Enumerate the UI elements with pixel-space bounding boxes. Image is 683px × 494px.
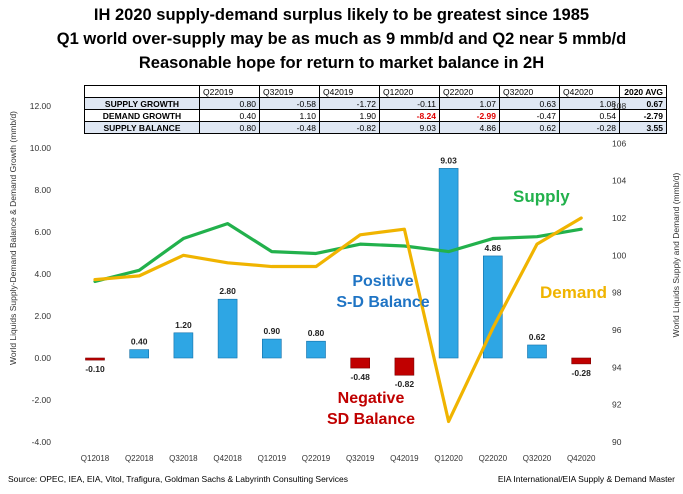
x-tick-label: Q42018 [213, 454, 242, 463]
table-cell: 9.03 [379, 121, 440, 134]
left-tick-label: -2.00 [32, 395, 52, 405]
bar-value-label: 0.80 [308, 328, 325, 338]
bar-value-label: 0.40 [131, 337, 148, 347]
balance-bars [85, 168, 592, 376]
x-tick-label: Q32020 [523, 454, 552, 463]
right-tick-label: 96 [612, 325, 622, 335]
x-axis-ticks: Q12018 Q22018 Q32018 Q42018 Q12019 Q22019 Q320… [81, 454, 596, 463]
left-tick-label: 8.00 [34, 185, 51, 195]
chart-title-line-3: Reasonable hope for return to market bal… [138, 54, 545, 72]
right-tick-label: 108 [612, 101, 626, 111]
table-row-supply-balance: SUPPLY BALANCE 0.80 -0.48 -0.82 9.03 4.8… [84, 121, 667, 134]
source-footnote: Source: OPEC, IEA, EIA, Vitol, Trafigura… [8, 474, 348, 484]
table-cell-avg: 3.55 [619, 121, 667, 134]
table-cell: -0.28 [559, 121, 620, 134]
x-tick-label: Q42019 [390, 454, 419, 463]
positive-balance-annotation: Positive S-D Balance [318, 271, 448, 313]
right-axis-ticks: 90 92 94 96 98 100 102 104 106 108 [612, 101, 626, 447]
bar-value-labels: -0.10 0.40 1.20 2.80 0.90 0.80 -0.48 -0.82 9.03 4… [85, 155, 591, 389]
right-tick-label: 90 [612, 437, 622, 447]
table-cell: 0.62 [499, 121, 560, 134]
supply-annotation: Supply [513, 187, 570, 206]
positive-annotation-line-2: S-D Balance [336, 294, 430, 311]
balance-bar [306, 340, 326, 359]
x-tick-label: Q22020 [479, 454, 508, 463]
left-tick-label: 10.00 [30, 143, 52, 153]
left-tick-label: 2.00 [34, 311, 51, 321]
chart-title-line-1: IH 2020 supply-demand surplus likely to … [93, 6, 590, 24]
chart-title-line-2: Q1 world over-supply may be as much as 9… [56, 30, 627, 48]
x-tick-label: Q12018 [81, 454, 110, 463]
negative-annotation-line-2: SD Balance [326, 411, 416, 428]
table-cell: 0.63 [499, 97, 560, 110]
balance-bar [129, 349, 149, 359]
bar-value-label: 0.62 [529, 332, 546, 342]
left-axis-label: World Liquids Supply-Demand Balance & De… [8, 110, 18, 365]
balance-bar [571, 357, 592, 365]
bar-value-label: -0.28 [572, 368, 592, 378]
left-tick-label: 0.00 [34, 353, 51, 363]
bar-value-label: -0.82 [395, 379, 415, 389]
table-cell: 0.80 [199, 97, 260, 110]
bar-value-label: 2.80 [219, 286, 236, 296]
demand-annotation: Demand [540, 283, 608, 302]
right-tick-label: 92 [612, 400, 622, 410]
x-tick-label: Q42020 [567, 454, 596, 463]
positive-annotation-line-1: Positive [352, 273, 414, 290]
balance-bar [438, 168, 459, 359]
balance-bar [261, 338, 282, 359]
negative-annotation-line-1: Negative [337, 390, 405, 407]
table-cell: 4.86 [439, 121, 500, 134]
balance-bar [85, 357, 105, 361]
balance-bar [173, 332, 194, 359]
x-tick-label: Q12020 [434, 454, 463, 463]
table-cell: -0.82 [319, 121, 380, 134]
right-tick-label: 94 [612, 362, 622, 372]
bar-value-label: -0.10 [85, 364, 105, 374]
table-row-supply-growth: SUPPLY GROWTH 0.80 -0.58 -1.72 -0.11 1.0… [84, 97, 667, 110]
right-tick-label: 102 [612, 213, 626, 223]
balance-bar [350, 357, 371, 369]
right-axis-label: World Liquids Supply and Demand (mmb/d) [671, 172, 681, 338]
balance-bar [217, 298, 238, 359]
bar-value-label: -0.48 [351, 372, 371, 382]
right-tick-label: 104 [612, 176, 626, 186]
table-cell: 0.80 [199, 121, 260, 134]
negative-balance-annotation: Negative SD Balance [316, 388, 426, 430]
table-cell: -0.11 [379, 97, 440, 110]
bar-value-label: 4.86 [485, 243, 502, 253]
right-tick-label: 106 [612, 138, 626, 148]
bar-value-label: 1.20 [175, 320, 192, 330]
table-cell: 1.07 [439, 97, 500, 110]
table-header-row: Q22019 Q32019 Q42019 Q12020 Q22020 Q3202… [84, 85, 667, 98]
table-cell: -0.48 [259, 121, 320, 134]
right-tick-label: 98 [612, 288, 622, 298]
right-tick-label: 100 [612, 250, 626, 260]
x-tick-label: Q12019 [258, 454, 287, 463]
x-tick-label: Q22019 [302, 454, 331, 463]
bar-value-label: 9.03 [440, 155, 457, 165]
supply-demand-table: Q22019 Q32019 Q42019 Q12020 Q22020 Q3202… [84, 85, 667, 134]
table-row-demand-growth: DEMAND GROWTH 0.40 1.10 1.90 -8.24 -2.99… [84, 109, 667, 122]
left-tick-label: 4.00 [34, 269, 51, 279]
x-tick-label: Q32018 [169, 454, 198, 463]
x-tick-label: Q32019 [346, 454, 375, 463]
left-axis-ticks: -4.00 -2.00 0.00 2.00 4.00 6.00 8.00 10.00 12.00 [30, 101, 52, 447]
left-tick-label: -4.00 [32, 437, 52, 447]
left-tick-label: 12.00 [30, 101, 52, 111]
demand-line [93, 216, 583, 424]
bar-value-label: 0.90 [264, 326, 281, 336]
series-lines [93, 216, 583, 424]
balance-bar [527, 344, 547, 359]
balance-bar [394, 357, 415, 376]
row-label: SUPPLY BALANCE [84, 121, 200, 134]
x-tick-label: Q22018 [125, 454, 154, 463]
left-tick-label: 6.00 [34, 227, 51, 237]
credit-footnote: EIA International/EIA Supply & Demand Ma… [497, 474, 675, 484]
